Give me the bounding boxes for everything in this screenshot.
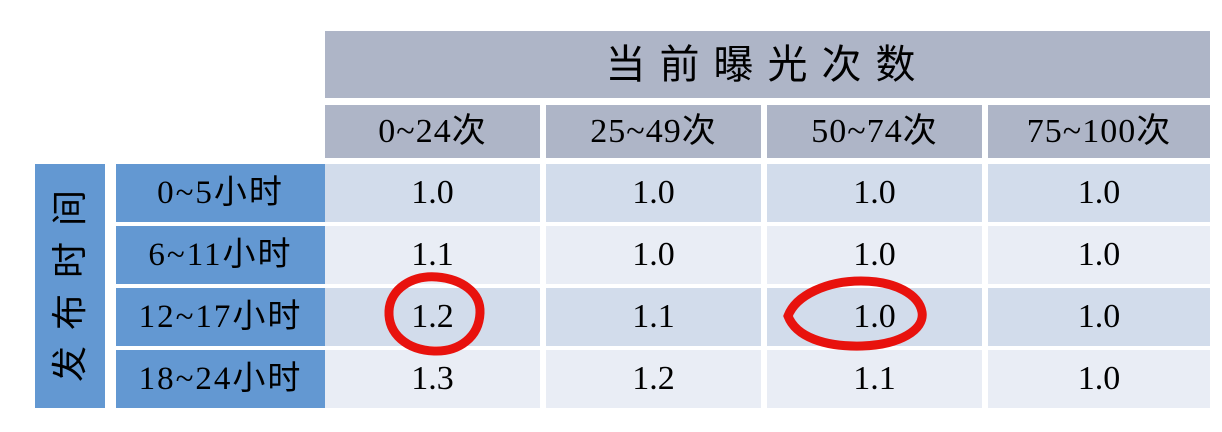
- cell-value: 1.1: [632, 298, 675, 335]
- row-header: 6~11小时: [116, 226, 325, 284]
- table-cell: 1.0: [988, 288, 1210, 346]
- table-cell: 1.0: [546, 164, 761, 222]
- cell-value: 1.2: [411, 298, 454, 335]
- row-header: 18~24小时: [116, 350, 325, 408]
- row-header: 0~5小时: [116, 164, 325, 222]
- table-cell-circled: 1.0: [767, 288, 982, 346]
- column-header: 25~49次: [546, 105, 761, 158]
- column-axis-header: 当前曝光次数: [325, 31, 1210, 98]
- table-cell-circled: 1.2: [325, 288, 540, 346]
- cell-value: 1.0: [1077, 298, 1121, 335]
- cell-value: 1.1: [853, 360, 896, 397]
- table-cell: 1.3: [325, 350, 540, 408]
- table-cell: 1.0: [767, 164, 982, 222]
- column-header: 0~24次: [325, 105, 540, 158]
- cell-value: 1.3: [411, 360, 454, 397]
- row-header-label: 6~11小时: [148, 236, 293, 273]
- table-cell: 1.0: [988, 226, 1210, 284]
- table-cell: 1.1: [767, 350, 982, 408]
- table-cell: 1.0: [767, 226, 982, 284]
- column-header-label: 0~24次: [378, 112, 487, 150]
- table-cell: 1.0: [988, 350, 1210, 408]
- table-cell: 1.0: [546, 226, 761, 284]
- table-cell: 1.0: [988, 164, 1210, 222]
- column-axis-label: 当前曝光次数: [605, 41, 930, 87]
- cell-value: 1.0: [632, 236, 675, 273]
- row-axis-label: 发布时间: [50, 173, 91, 383]
- column-header: 50~74次: [767, 105, 982, 158]
- cell-value: 1.1: [411, 236, 454, 273]
- table-cell: 1.2: [546, 350, 761, 408]
- row-header-label: 0~5小时: [157, 174, 284, 211]
- cell-value: 1.0: [853, 174, 896, 211]
- column-header-label: 50~74次: [811, 112, 938, 150]
- cell-value: 1.0: [411, 174, 454, 211]
- table-cell: 1.0: [325, 164, 540, 222]
- column-header-label: 25~49次: [590, 112, 717, 150]
- row-axis-header: 发布时间: [35, 164, 105, 408]
- row-header: 12~17小时: [116, 288, 325, 346]
- cell-value: 1.0: [853, 236, 896, 273]
- cell-value: 1.0: [1077, 174, 1121, 211]
- table-cell: 1.1: [325, 226, 540, 284]
- column-header: 75~100次: [988, 105, 1210, 158]
- cell-value: 1.0: [1077, 360, 1121, 397]
- table-cell: 1.1: [546, 288, 761, 346]
- row-header-label: 18~24小时: [138, 360, 303, 397]
- cell-value: 1.2: [632, 360, 675, 397]
- cell-value: 1.0: [853, 298, 896, 335]
- row-header-label: 12~17小时: [138, 298, 303, 335]
- cell-value: 1.0: [632, 174, 675, 211]
- cell-value: 1.0: [1077, 236, 1121, 273]
- column-header-label: 75~100次: [1026, 112, 1172, 150]
